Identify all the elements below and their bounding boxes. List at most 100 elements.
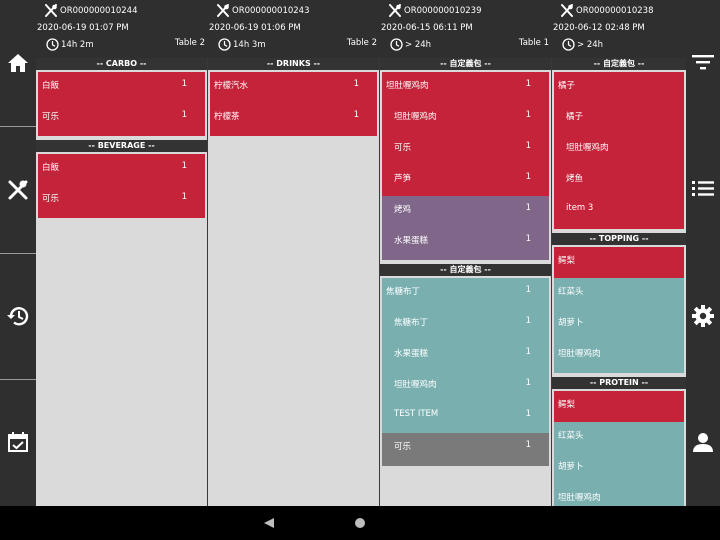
order-card[interactable]: 鳄梨 红菜头 胡萝卜 坦肚喱鸡肉 [554,391,684,517]
item-name: 白飯 [42,81,60,91]
list-item[interactable]: 可乐 1 [382,433,549,466]
list-item[interactable]: 焦糖布丁 1 [382,309,549,340]
list-item[interactable]: 鳄梨 [554,391,684,422]
order-header[interactable]: OR000000010243 2020-06-19 01:06 PM 14h 3m T… [208,0,379,58]
list-item[interactable]: 可乐 1 [38,185,205,218]
gear-icon[interactable] [686,296,720,336]
section-title: -- 自定義包 -- [380,264,551,276]
utensils-icon [389,4,401,17]
section-title: -- DRINKS -- [208,58,379,70]
calendar-check-icon[interactable] [0,422,36,462]
left-nav [0,0,36,506]
list-item[interactable]: 坦肚喱鸡肉 1 [382,72,549,103]
order-number-line: OR000000010238 [560,4,654,17]
item-name: 坦肚喱鸡肉 [558,349,601,359]
order-column: -- CARBO -- 白飯 1 可乐 1 -- BEVERAGE -- 白飯 1 可乐 1 [36,58,207,506]
item-qty: 1 [525,409,531,419]
item-name: 可乐 [42,194,60,204]
elapsed-time: 14h 2m [61,39,94,50]
utensils-icon [45,4,57,17]
list-item[interactable]: 胡萝卜 [554,453,684,484]
order-column: -- DRINKS -- 柠檬汽水 1 柠檬茶 1 [208,58,379,506]
back-icon[interactable] [261,515,277,531]
list-item[interactable]: 烤鱼 [554,165,684,196]
item-qty: 1 [353,79,359,89]
order-number: OR000000010244 [60,5,138,16]
list-item[interactable]: 焦糖布丁 1 [382,278,549,309]
user-icon[interactable] [686,422,720,462]
order-card[interactable]: 白飯 1 可乐 1 [38,72,205,136]
item-name: 橘子 [566,112,584,122]
order-number: OR000000010239 [404,5,482,16]
list-item[interactable]: 水果蛋糕 1 [382,227,549,260]
order-timer: > 24h [562,38,603,51]
order-card[interactable]: 鳄梨红菜头胡萝卜坦肚喱鸡肉 [554,247,684,373]
home-circle-icon[interactable] [352,515,368,531]
item-name: 柠檬茶 [214,112,240,122]
list-item[interactable]: 胡萝卜 [554,309,684,340]
order-card[interactable]: 焦糖布丁 1 焦糖布丁 1 水果蛋糕 1 坦肚喱鸡肉 1 TEST ITEM 1 可乐 1 [382,278,549,466]
list-item[interactable]: 水果蛋糕 1 [382,340,549,371]
item-qty: 1 [525,79,531,89]
order-timestamp: 2020-06-19 01:06 PM [209,23,301,33]
item-qty: 1 [525,141,531,151]
list-item[interactable]: 白飯 1 [38,154,205,185]
item-name: 烤鸡 [394,205,412,215]
home-icon[interactable] [0,43,36,83]
list-icon[interactable] [686,168,720,208]
list-item[interactable]: 橘子 [554,72,684,103]
list-item[interactable]: 芦笋 1 [382,165,549,196]
item-qty: 1 [525,316,531,326]
order-header[interactable]: OR000000010244 2020-06-19 01:07 PM 14h 2m T… [36,0,207,58]
item-name: 胡萝卜 [558,462,584,472]
table-label: Table 2 [174,38,205,48]
order-card[interactable]: 橘子 橘子 坦肚喱鸡肉 烤鱼 item 3 [554,72,684,229]
elapsed-time: > 24h [577,39,604,50]
item-qty: 1 [353,110,359,120]
order-header[interactable]: OR000000010238 2020-06-12 02:48 PM > 24h [552,0,686,58]
column-divider [379,58,380,506]
item-name: 胡萝卜 [558,318,584,328]
item-qty: 1 [181,110,187,120]
item-name: 坦肚喱鸡肉 [394,380,437,390]
item-name: 焦糖布丁 [394,318,429,328]
clock-icon [562,38,575,51]
item-name: 鳄梨 [558,256,576,266]
list-item[interactable]: 坦肚喱鸡肉 1 [382,103,549,134]
item-name: 烤鱼 [566,174,584,184]
list-item[interactable]: 鳄梨 [554,247,684,278]
order-number: OR000000010243 [232,5,310,16]
column-divider [551,58,552,506]
list-item[interactable]: 坦肚喱鸡肉 [554,134,684,165]
history-icon[interactable] [0,296,36,336]
list-item[interactable]: 柠檬茶 1 [210,103,377,136]
item-name: 可乐 [42,112,60,122]
list-item[interactable]: 可乐 1 [382,134,549,165]
item-qty: 1 [525,203,531,213]
clock-icon [390,38,403,51]
item-name: 坦肚喱鸡肉 [394,112,437,122]
list-item[interactable]: 红菜头 [554,278,684,309]
list-item[interactable]: 橘子 [554,103,684,134]
list-item[interactable]: 坦肚喱鸡肉 [554,340,684,373]
system-nav-bar [0,506,720,540]
list-item[interactable]: TEST ITEM 1 [382,402,549,433]
list-item[interactable]: 烤鸡 1 [382,196,549,227]
order-card[interactable]: 柠檬汽水 1 柠檬茶 1 [210,72,377,136]
order-card[interactable]: 白飯 1 可乐 1 [38,154,205,218]
filter-icon[interactable] [686,42,720,82]
item-qty: 1 [181,161,187,171]
list-item[interactable]: 红菜头 [554,422,684,453]
list-item[interactable]: item 3 [554,196,684,229]
list-item[interactable]: 可乐 1 [38,103,205,136]
order-header[interactable]: OR000000010239 2020-06-15 06:11 PM > 24h Ta… [380,0,551,58]
section-title: -- CARBO -- [36,58,207,70]
utensils-icon [561,4,573,17]
utensils-icon[interactable] [0,170,36,210]
order-timestamp: 2020-06-15 06:11 PM [381,23,473,33]
item-qty: 1 [525,110,531,120]
list-item[interactable]: 柠檬汽水 1 [210,72,377,103]
order-card[interactable]: 坦肚喱鸡肉 1 坦肚喱鸡肉 1 可乐 1 芦笋 1 烤鸡 1 水果蛋糕 1 [382,72,549,260]
list-item[interactable]: 坦肚喱鸡肉 1 [382,371,549,402]
list-item[interactable]: 白飯 1 [38,72,205,103]
